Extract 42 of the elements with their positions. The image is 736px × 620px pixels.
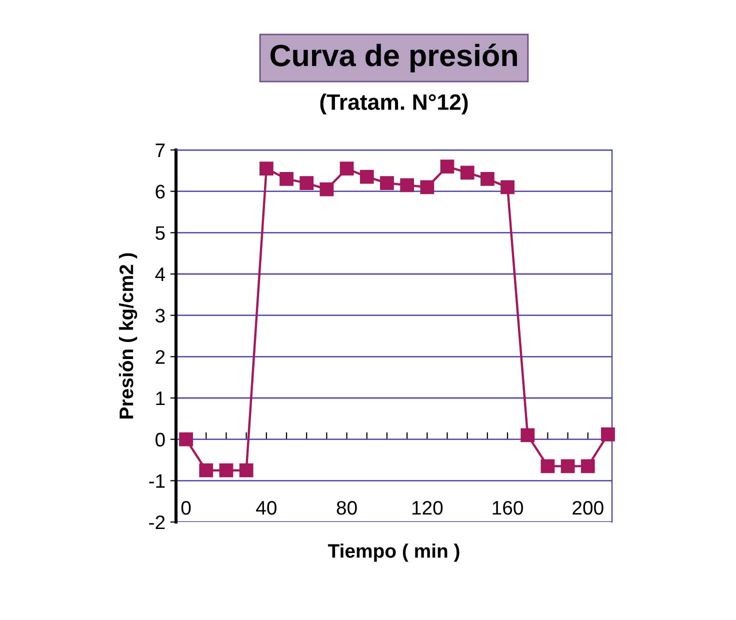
x-tick-label: 80 [336,500,357,515]
y-tick-label: 0 [156,432,165,447]
point [580,459,595,474]
point [400,178,414,192]
y-tick-label: 1 [156,392,165,406]
y-tick-label: 2 [156,350,165,364]
point [500,180,514,194]
x-axis-title: Tiempo ( min ) [328,544,460,562]
y-tick-label: -2 [149,515,165,530]
point [420,180,434,194]
x-tick-label: 120 [412,500,443,515]
point [440,160,454,174]
point [179,432,193,446]
y-tick-label: 7 [156,144,165,158]
point [380,176,394,190]
y-tick-label: 3 [156,308,165,323]
point [360,170,374,184]
point [280,172,294,186]
x-tick-label: 0 [181,500,191,515]
point [219,463,234,478]
point [199,463,214,478]
point [320,182,334,196]
chart-subtitle: (Tratam. N°12) [320,94,468,114]
chart-title: Curva de presión [270,44,517,72]
point [340,162,354,176]
point [601,427,615,442]
x-tick-label: 40 [256,500,276,515]
point [560,459,575,474]
point [460,166,474,180]
y-tick-label: 6 [156,184,165,199]
point [520,428,535,442]
y-tick-label: -1 [149,474,165,488]
x-tick-label: 200 [572,500,604,515]
point [480,172,494,186]
point [540,459,555,474]
point [259,162,274,176]
y-tick-label: 4 [155,268,166,282]
x-tick-label: 160 [492,500,523,515]
y-axis-title: Presión ( kg/cm2 ) [118,253,138,418]
point [300,176,314,190]
point [239,463,254,478]
y-tick-label: 5 [156,226,165,240]
